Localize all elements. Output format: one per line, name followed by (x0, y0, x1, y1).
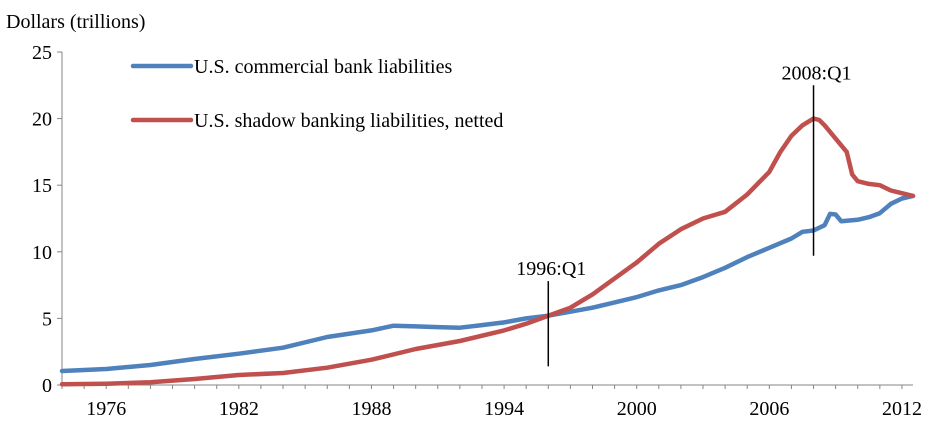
y-axis-ticks: 0 5 10 15 20 25 (32, 42, 62, 397)
legend-label-2: U.S. shadow banking liabilities, netted (194, 110, 503, 132)
x-tick-label: 1994 (484, 398, 524, 420)
x-tick-label: 2006 (749, 398, 789, 420)
x-tick-label: 1988 (351, 398, 391, 420)
y-tick-label: 20 (32, 109, 52, 131)
y-tick-label: 5 (42, 308, 52, 330)
annotations: 1996:Q1 2008:Q1 (516, 62, 852, 367)
y-tick-label: 10 (32, 242, 52, 264)
axes (61, 52, 913, 386)
series-line-2 (59, 116, 916, 387)
y-tick-label: 15 (32, 175, 52, 197)
annotation-label: 2008:Q1 (782, 62, 852, 84)
y-axis-title: Dollars (trillions) (6, 11, 145, 33)
x-tick-label: 2000 (617, 398, 657, 420)
x-tick-label: 1982 (219, 398, 259, 420)
series-line-1 (59, 193, 916, 374)
legend-label-1: U.S. commercial bank liabilities (194, 56, 452, 78)
y-tick-label: 25 (32, 42, 52, 64)
legend: U.S. commercial bank liabilities U.S. sha… (130, 56, 503, 132)
series-lines (59, 116, 916, 387)
annotation-label: 1996:Q1 (516, 258, 586, 280)
x-axis-ticks: 1976 1982 1988 1994 2000 2006 2012 (61, 385, 922, 420)
y-tick-label: 0 (42, 375, 52, 397)
x-tick-label: 1976 (86, 398, 126, 420)
x-tick-label: 2012 (882, 398, 922, 420)
